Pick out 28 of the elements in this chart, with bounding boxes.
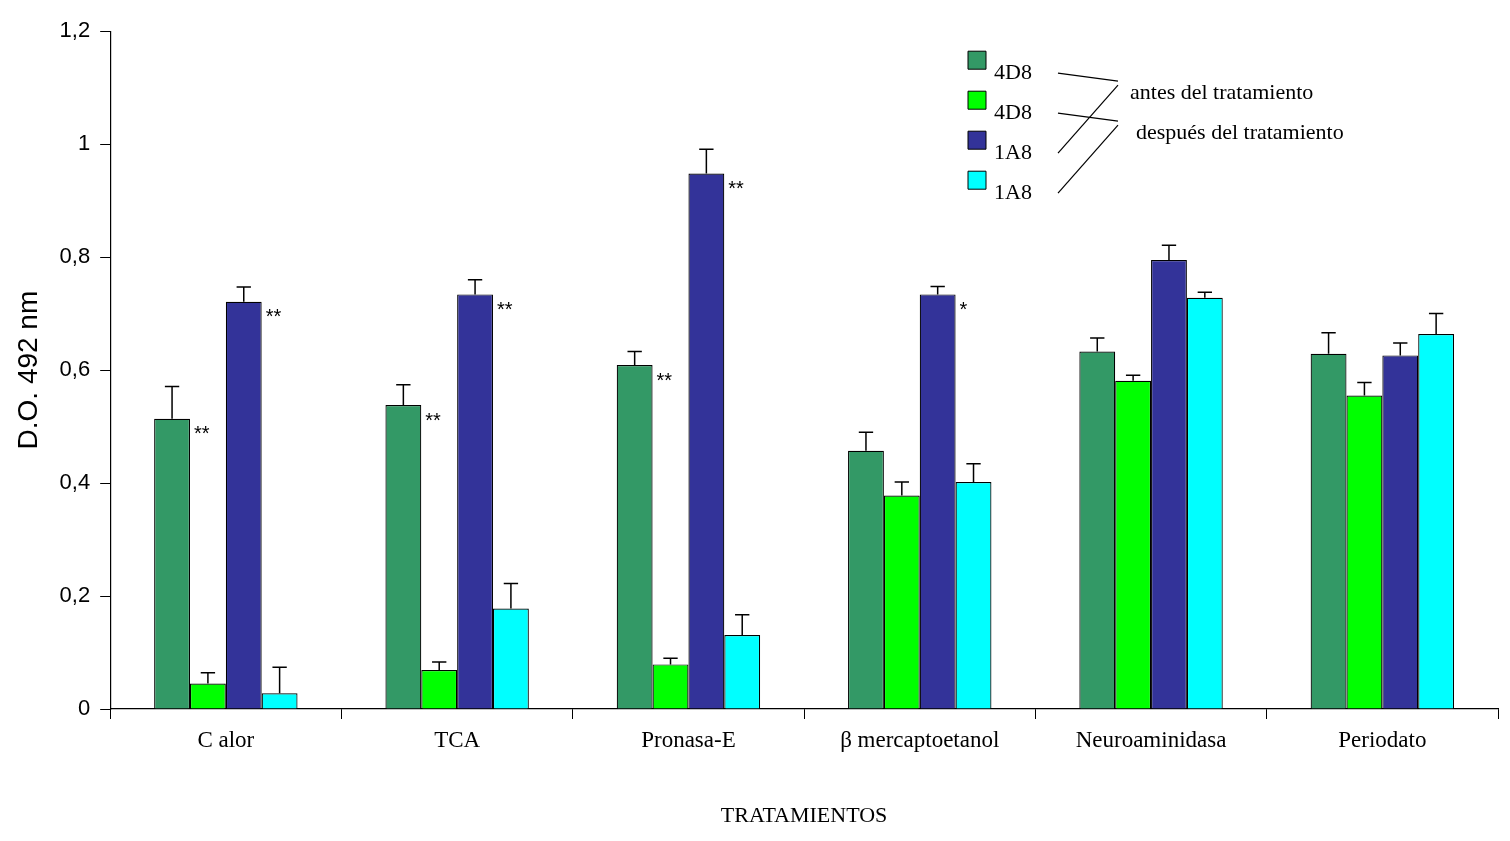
annotation: después del tratamiento — [1136, 118, 1344, 144]
y-tick-label: 1,2 — [59, 17, 91, 43]
data-label: ** — [265, 305, 282, 328]
x-tick-label: C alor — [197, 726, 255, 752]
legend-label: 1A8 — [994, 178, 1032, 204]
x-tick-label: Periodato — [1338, 726, 1427, 752]
data-label: ** — [496, 297, 513, 320]
data-label: * — [959, 297, 968, 320]
data-label: ** — [193, 422, 210, 445]
x-tick-label: Neuroaminidasa — [1075, 726, 1227, 752]
legend-label: 1A8 — [994, 138, 1032, 164]
x-tick-label: Pronasa-E — [641, 726, 736, 752]
y-tick-label: 0,4 — [59, 469, 91, 495]
y-tick-label: 0,6 — [59, 356, 91, 382]
x-tick-label: β mercaptoetanol — [840, 726, 1000, 752]
y-tick-label: 0 — [77, 695, 91, 721]
y-tick-label: 0,8 — [59, 243, 91, 269]
y-axis-title: D.O. 492 nm — [11, 290, 43, 450]
annotation: antes del tratamiento — [1130, 78, 1314, 104]
data-label: ** — [656, 368, 673, 391]
legend-label: 4D8 — [994, 58, 1032, 84]
data-label: ** — [728, 177, 745, 200]
x-axis-title: TRATAMIENTOS — [720, 801, 888, 827]
legend-label: 4D8 — [994, 98, 1032, 124]
y-tick-label: 0,2 — [59, 582, 91, 608]
y-tick-label: 1 — [77, 130, 91, 156]
x-tick-label: TCA — [434, 726, 481, 752]
data-label: ** — [425, 408, 442, 431]
